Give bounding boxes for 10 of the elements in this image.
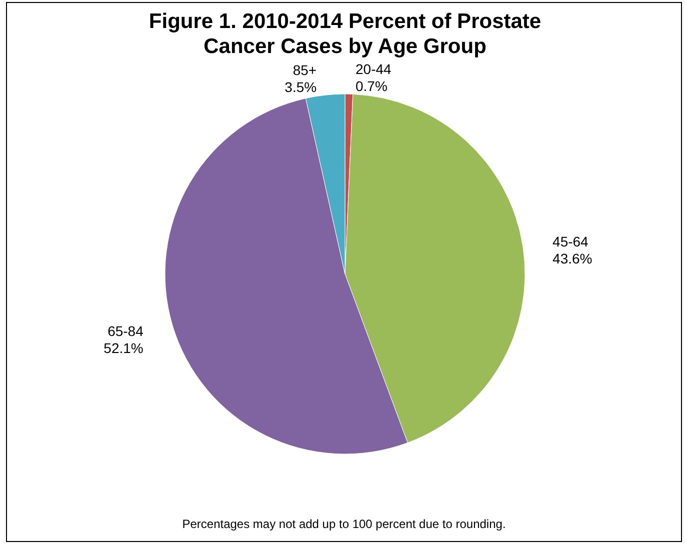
- data-label: 52.1%: [104, 340, 144, 356]
- slice-label: 85+: [292, 62, 317, 78]
- slice-label: 20-44: [355, 61, 392, 78]
- text: Percentages may not add up to 100 percent due to rounding.: [181, 517, 507, 531]
- data-label: 0.7%: [355, 78, 388, 94]
- chart-title: Figure 1. 2010-2014 Percent of Prostate Cancer Cases by Age Group: [148, 10, 542, 58]
- slice-label: 45-64: [552, 233, 589, 250]
- slice-label: 65-84: [108, 322, 144, 339]
- data-label: 43.6%: [552, 250, 592, 266]
- data-label: 3.5%: [284, 79, 317, 96]
